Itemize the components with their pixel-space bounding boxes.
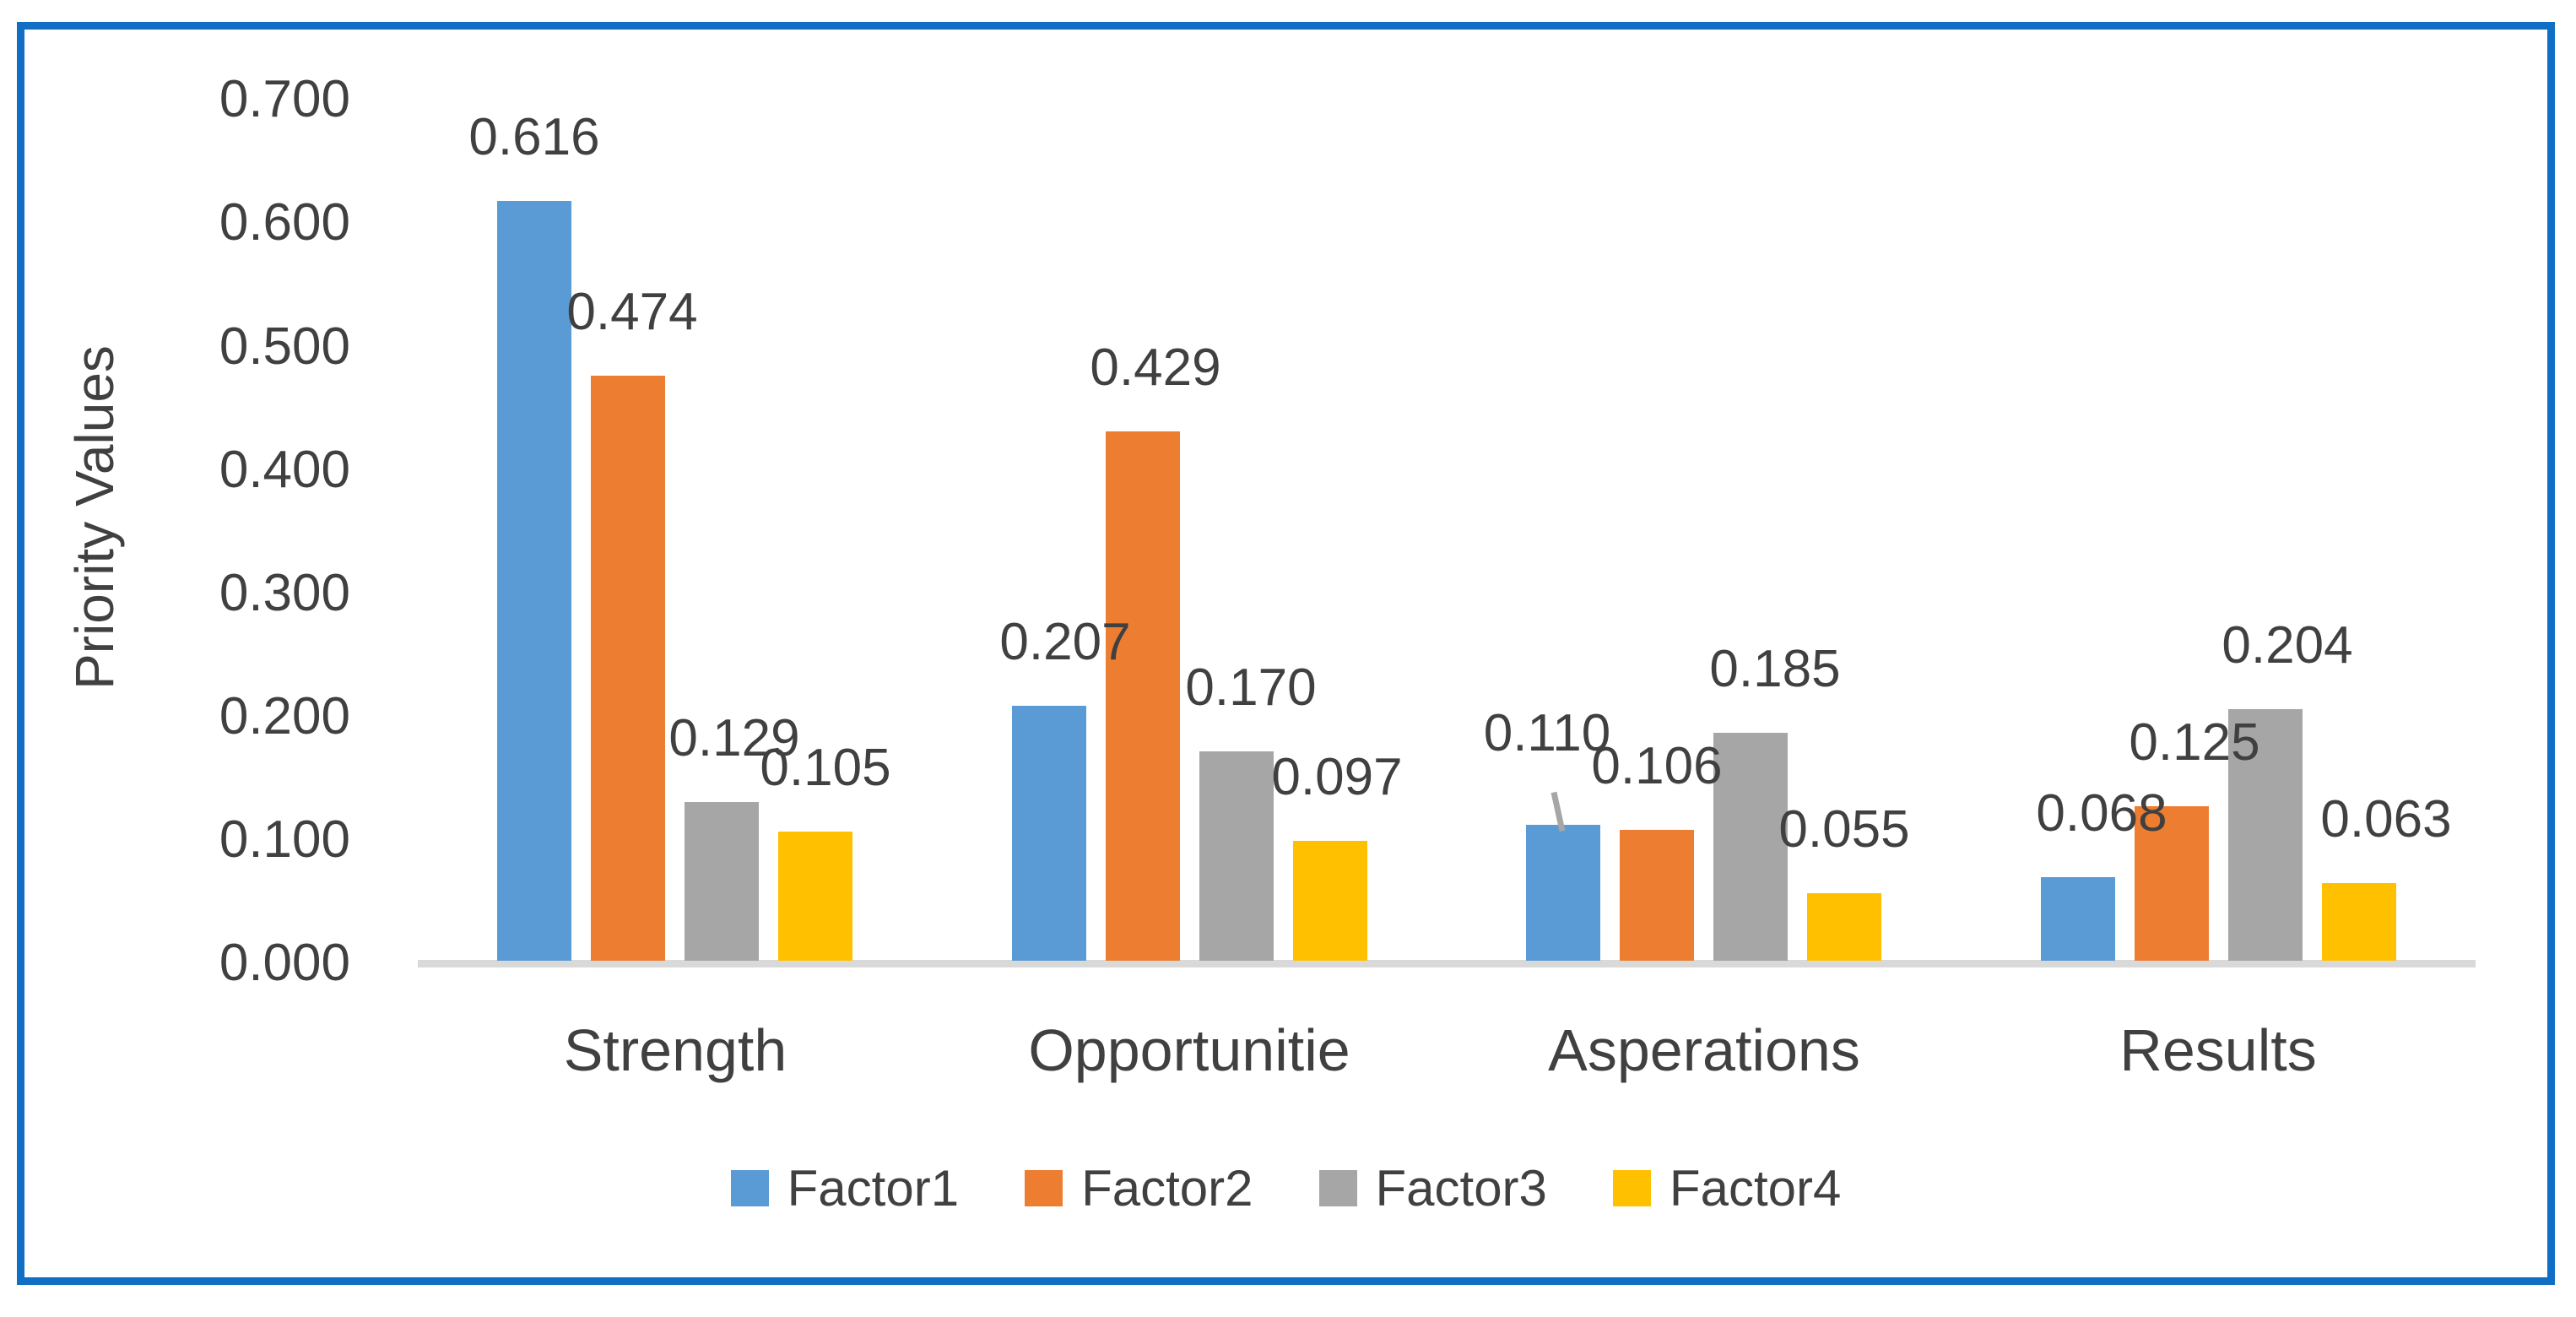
value-label-factor3-results: 0.204 [2222, 616, 2353, 675]
value-label-factor1-asperations: 0.110 [1483, 704, 1611, 762]
value-label-factor4-strength: 0.105 [760, 739, 891, 797]
legend-item-factor3: Factor3 [1318, 1159, 1547, 1217]
legend-label-factor2: Factor2 [1081, 1159, 1253, 1217]
bar-factor4-asperations [1807, 893, 1881, 961]
y-tick-label: 0.000 [219, 934, 350, 992]
bar-factor1-results [2041, 877, 2115, 961]
value-label-factor2-asperations: 0.106 [1591, 737, 1723, 795]
legend-swatch-factor3 [1318, 1169, 1357, 1206]
legend-swatch-factor4 [1612, 1169, 1651, 1206]
value-label-factor2-opportunitie: 0.429 [1090, 339, 1221, 397]
bar-factor3-results [2228, 709, 2303, 961]
value-label-factor1-results: 0.068 [2036, 784, 2167, 843]
y-tick-label: 0.200 [219, 687, 350, 745]
bar-factor2-asperations [1620, 830, 1694, 961]
bar-factor3-opportunitie [1199, 751, 1274, 961]
chart-frame-border [17, 22, 2555, 1285]
category-label-results: Results [2119, 1017, 2317, 1083]
value-label-factor4-opportunitie: 0.097 [1271, 748, 1403, 806]
y-tick-label: 0.700 [219, 70, 350, 128]
legend-label-factor4: Factor4 [1669, 1159, 1842, 1217]
y-tick-label: 0.500 [219, 317, 350, 376]
legend-item-factor2: Factor2 [1025, 1159, 1253, 1217]
value-label-factor3-strength: 0.129 [668, 709, 800, 767]
bar-factor2-opportunitie [1106, 431, 1180, 961]
value-label-factor1-opportunitie: 0.207 [999, 613, 1131, 671]
legend-item-factor4: Factor4 [1612, 1159, 1842, 1217]
category-label-strength: Strength [563, 1017, 787, 1083]
legend-item-factor1: Factor1 [730, 1159, 960, 1217]
legend-label-factor1: Factor1 [787, 1159, 960, 1217]
x-axis-line [418, 960, 2476, 967]
bar-factor2-strength [591, 376, 665, 961]
value-label-factor4-results: 0.063 [2320, 790, 2452, 848]
y-tick-label: 0.300 [219, 564, 350, 622]
y-tick-label: 0.100 [219, 810, 350, 869]
value-label-factor1-strength: 0.616 [468, 108, 600, 166]
legend-swatch-factor1 [730, 1169, 769, 1206]
value-label-factor3-asperations: 0.185 [1709, 640, 1841, 698]
bar-factor2-results [2135, 806, 2209, 961]
legend-swatch-factor2 [1025, 1169, 1063, 1206]
bar-factor4-results [2322, 883, 2396, 961]
bar-factor1-opportunitie [1012, 706, 1086, 961]
bar-factor1-strength [497, 201, 571, 961]
y-tick-label: 0.600 [219, 193, 350, 252]
bar-factor1-asperations [1526, 825, 1600, 961]
bar-factor4-strength [778, 832, 852, 961]
category-label-opportunitie: Opportunitie [1028, 1017, 1350, 1083]
y-tick-label: 0.400 [219, 441, 350, 499]
bar-factor3-asperations [1713, 733, 1788, 961]
bar-factor3-strength [685, 802, 759, 961]
category-label-asperations: Asperations [1548, 1017, 1860, 1083]
chart-legend: Factor1 Factor2 Factor3 Factor4 [17, 1152, 2555, 1224]
bar-factor4-opportunitie [1293, 841, 1367, 961]
legend-label-factor3: Factor3 [1375, 1159, 1547, 1217]
value-label-factor2-strength: 0.474 [566, 283, 698, 341]
value-label-factor2-results: 0.125 [2129, 713, 2260, 772]
value-label-factor3-opportunitie: 0.170 [1185, 658, 1317, 717]
value-label-factor4-asperations: 0.055 [1778, 800, 1910, 859]
